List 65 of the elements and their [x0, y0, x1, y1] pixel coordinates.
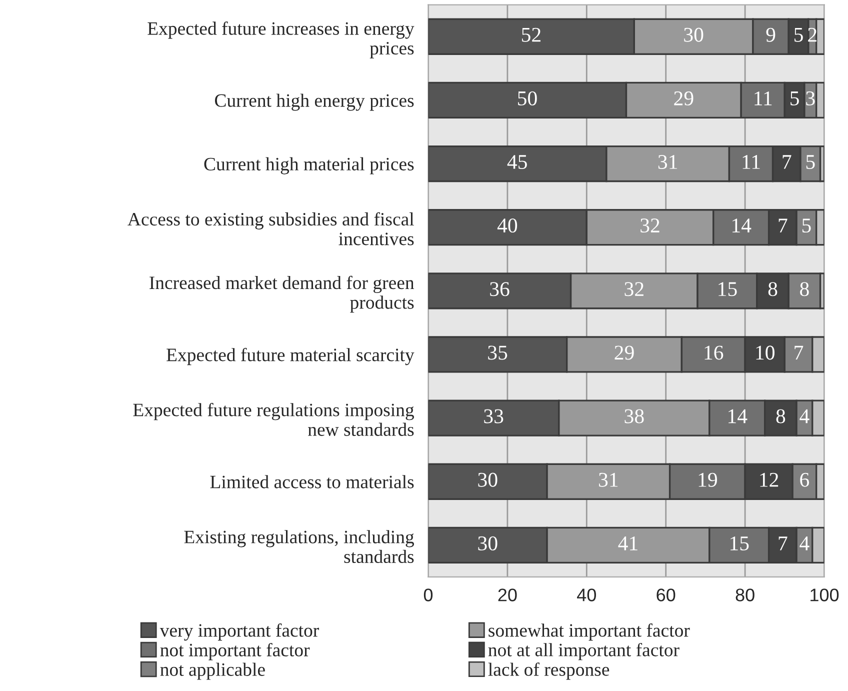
data-label: 4 [800, 409, 810, 424]
data-label: 11 [742, 155, 760, 169]
data-label: 6 [800, 472, 810, 487]
data-label: 32 [624, 282, 644, 296]
y-tick-label: Increased market demand for green products [150, 276, 414, 313]
data-label: 12 [760, 472, 778, 487]
legend-label: somewhat important factor [488, 623, 690, 641]
data-label: 10 [756, 346, 774, 360]
data-label: 45 [507, 155, 527, 169]
data-label: 5 [806, 155, 815, 169]
data-label: 8 [768, 282, 778, 296]
data-label: 16 [704, 346, 724, 360]
data-label: 31 [658, 154, 677, 169]
data-label: 7 [778, 536, 788, 550]
legend-label: not at all important factor [488, 642, 680, 660]
data-label: 36 [490, 282, 510, 296]
data-label: 9 [766, 28, 776, 42]
x-tick-label: 0 [424, 588, 433, 602]
data-label: 5 [790, 92, 799, 106]
data-label: 3 [806, 91, 815, 106]
x-tick-label: 80 [736, 588, 754, 602]
data-label: 32 [640, 218, 660, 233]
data-label: 19 [698, 472, 717, 487]
data-label: 15 [718, 282, 737, 296]
data-label: 41 [618, 536, 638, 550]
data-label: 7 [778, 218, 788, 232]
data-label: 4 [800, 536, 810, 550]
data-label: 30 [478, 472, 498, 487]
data-label: 11 [754, 91, 772, 106]
data-label: 50 [518, 91, 537, 106]
data-label: 40 [497, 218, 518, 233]
x-tick-label: 40 [577, 588, 596, 602]
data-label: 31 [599, 472, 618, 487]
legend-label: lack of response [488, 662, 610, 680]
data-label: 38 [624, 409, 644, 424]
x-tick-label: 100 [810, 588, 839, 602]
data-label: 15 [730, 536, 749, 550]
legend-label: not applicable [160, 662, 265, 680]
y-tick-label: Expected future increases in energy prices [148, 21, 414, 58]
y-tick-label: Current high material prices [204, 157, 414, 174]
data-label: 5 [802, 218, 811, 233]
legend-label: not important factor [160, 643, 310, 660]
data-label: 30 [478, 536, 498, 550]
data-label: 33 [484, 409, 504, 424]
data-label: 8 [776, 409, 786, 424]
data-label: 30 [684, 28, 704, 42]
y-tick-label: Expected future regulations imposing new standards [133, 402, 414, 436]
data-label: 35 [488, 346, 508, 360]
data-label: 14 [732, 218, 752, 232]
y-tick-label: Expected future material scarcity [166, 348, 414, 366]
legend-label: very important factor [160, 623, 319, 641]
data-label: 5 [794, 28, 803, 42]
x-tick-label: 20 [498, 588, 517, 602]
y-tick-label: Access to existing subsidies and fiscal incentives [128, 212, 414, 246]
y-tick-label: Existing regulations, including standards [184, 530, 414, 564]
y-tick-label: Current high energy prices [214, 94, 414, 111]
data-label: 7 [794, 346, 804, 360]
data-label: 14 [728, 409, 748, 424]
y-tick-label: Limited access to materials [210, 475, 414, 488]
data-label: 29 [674, 91, 694, 106]
data-label: 8 [800, 282, 809, 296]
data-label: 52 [522, 28, 540, 42]
data-label: 7 [782, 155, 792, 169]
data-label: 29 [614, 346, 634, 360]
x-tick-label: 60 [656, 588, 676, 602]
